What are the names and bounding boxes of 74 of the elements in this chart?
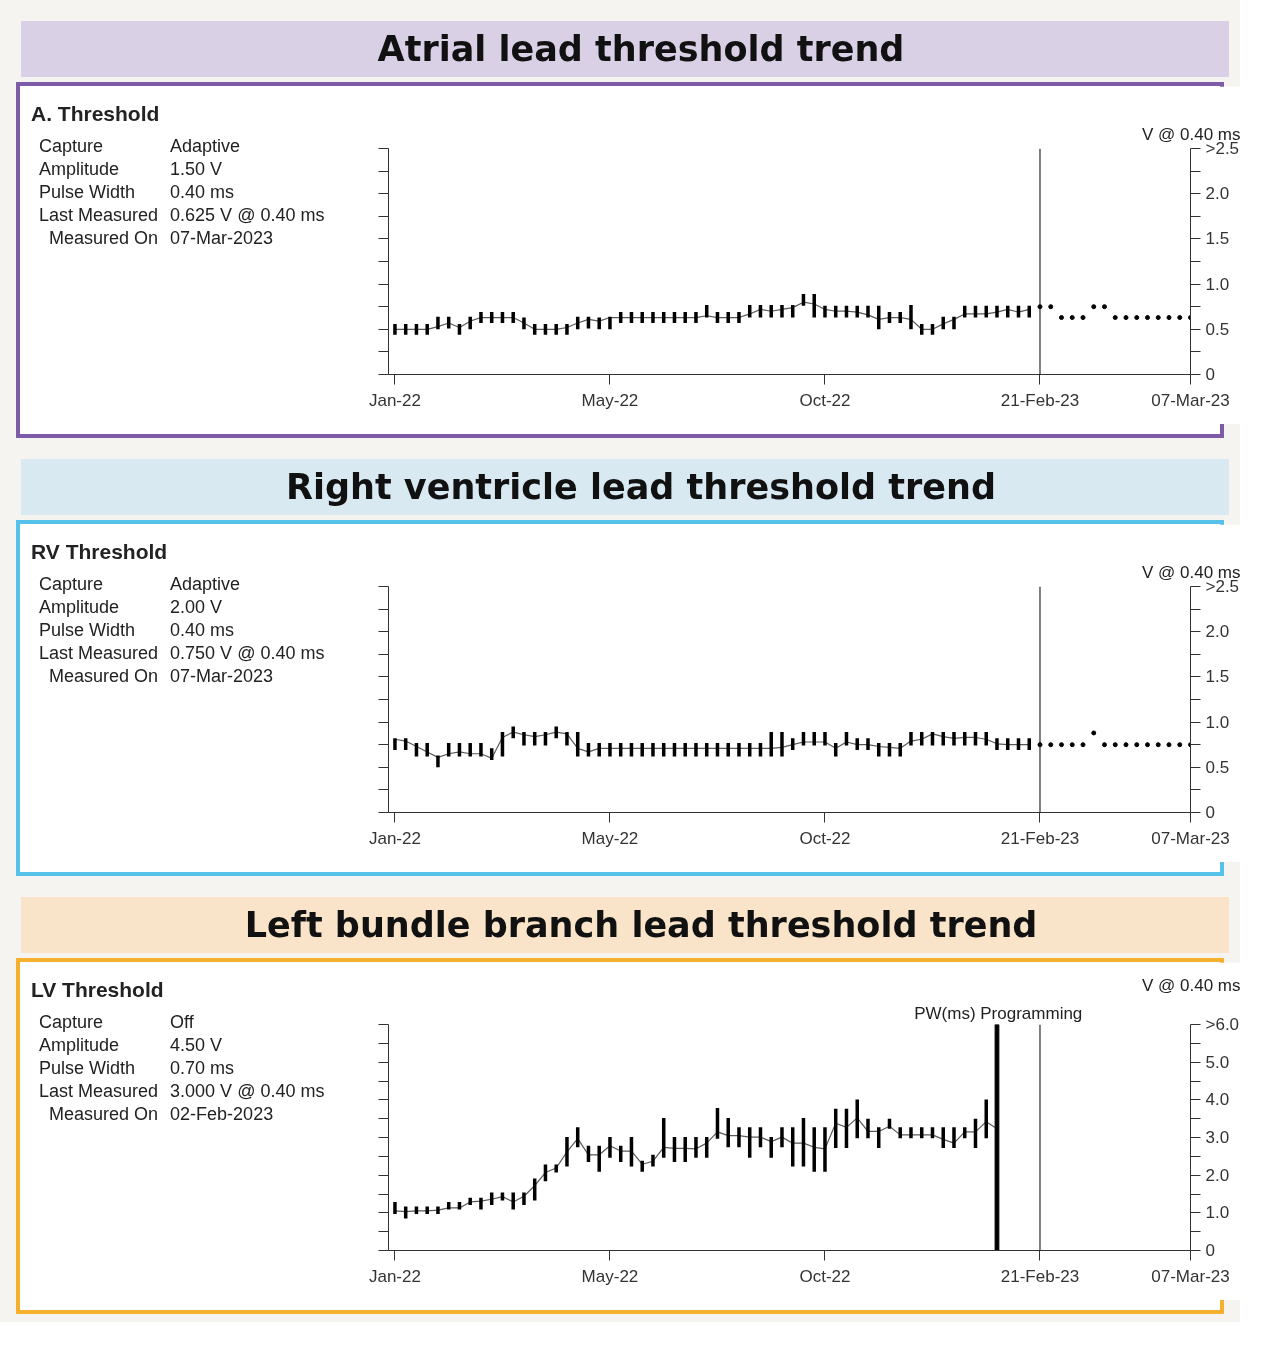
text: Amplitude [39,596,121,619]
y-tick-label: 2.0 [1205,184,1230,204]
text: 0.70 ms [170,1057,236,1080]
x-tick-label: Jan-22 [368,1266,421,1286]
line-series [394,301,1030,330]
y-tick-label: 4.0 [1205,1090,1230,1110]
text: Pulse Width [39,1057,137,1080]
text: Pulse Width [39,181,137,204]
text: Measured On [48,227,160,250]
x-tick-label: 21-Feb-23 [1000,1266,1080,1286]
text: Adaptive [170,573,242,596]
x-tick-label: May-22 [581,1266,639,1286]
text: Amplitude [39,1034,121,1057]
x-tick-label: May-22 [581,390,639,410]
y-tick-label: 1.0 [1205,274,1230,294]
x-tick-label: 07-Mar-23 [1151,1266,1230,1286]
y-tick-label: 0 [1205,803,1215,822]
x-tick-label: Oct-22 [799,1266,851,1286]
text: Last Measured [39,642,160,665]
text: 07-Mar-2023 [170,227,275,250]
text: 2.00 V [170,596,224,619]
text: Capture [39,1011,105,1034]
series-label: PW(ms) Programming [914,1003,1083,1023]
y-tick-label: 2.0 [1205,622,1230,642]
text: Pulse Width [39,619,137,642]
chart-title: Right ventricle lead threshold trend [285,466,997,509]
text: Measured On [48,1103,160,1126]
y-axis-title: V @ 0.40 ms [1141,975,1241,995]
text: 4.50 V [170,1034,224,1057]
y-tick-label: 0 [1205,1241,1215,1260]
chart-title: Atrial lead threshold trend [376,28,906,71]
text: Capture [39,573,105,596]
text: Off [170,1011,195,1034]
y-tick-label: 2.0 [1205,1165,1230,1185]
y-tick-label: 5.0 [1205,1052,1230,1072]
y-tick-label: >2.5 [1205,577,1240,596]
y-tick-label: 1.0 [1205,712,1230,732]
y-tick-label: >2.5 [1205,139,1240,158]
y-tick-label: 0.5 [1205,319,1230,339]
text: Last Measured [39,1080,160,1103]
x-tick-label: Oct-22 [799,390,851,410]
text: LV Threshold [31,977,165,1003]
text: Adaptive [170,135,242,158]
line-series [394,731,1030,759]
chart-title: Left bundle branch lead threshold trend [243,904,1039,947]
y-tick-label: 1.5 [1205,667,1230,687]
y-tick-label: 1.5 [1205,229,1230,249]
text: 0.40 ms [170,619,236,642]
text: 3.000 V @ 0.40 ms [170,1080,325,1103]
y-tick-label: >6.0 [1205,1015,1240,1034]
text: Amplitude [39,158,121,181]
x-tick-label: Jan-22 [368,828,421,848]
y-tick-label: 1.0 [1205,1203,1230,1223]
text: 02-Feb-2023 [170,1103,275,1126]
y-tick-label: 3.0 [1205,1128,1230,1147]
text: 0.750 V @ 0.40 ms [170,642,325,665]
text: A. Threshold [31,101,161,127]
x-tick-label: 07-Mar-23 [1151,390,1230,410]
y-tick-label: 0.5 [1205,757,1230,777]
x-tick-label: 21-Feb-23 [1000,828,1080,848]
text: Capture [39,135,105,158]
text: 07-Mar-2023 [170,665,275,688]
x-tick-label: May-22 [581,828,639,848]
x-tick-label: 21-Feb-23 [1000,390,1080,410]
text: 0.40 ms [170,181,236,204]
x-tick-label: 07-Mar-23 [1151,828,1230,848]
text: Measured On [48,665,160,688]
x-tick-label: Oct-22 [799,828,851,848]
text: 1.50 V [170,158,224,181]
text: 0.625 V @ 0.40 ms [170,204,325,227]
y-tick-label: 0 [1205,365,1215,384]
x-tick-label: Jan-22 [368,390,421,410]
text: Last Measured [39,204,160,227]
text: RV Threshold [31,539,169,565]
